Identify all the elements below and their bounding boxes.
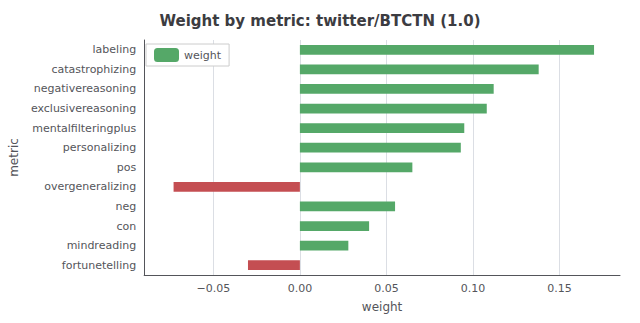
- svg-text:labeling: labeling: [93, 43, 137, 56]
- svg-text:exclusivereasoning: exclusivereasoning: [31, 102, 136, 115]
- svg-text:0.05: 0.05: [374, 282, 399, 295]
- svg-text:neg: neg: [115, 200, 136, 213]
- svg-text:metric: metric: [7, 138, 21, 177]
- svg-text:0.15: 0.15: [547, 282, 572, 295]
- svg-text:mindreading: mindreading: [67, 239, 137, 252]
- svg-text:con: con: [116, 220, 136, 233]
- svg-text:overgeneralizing: overgeneralizing: [44, 180, 136, 193]
- svg-text:weight: weight: [184, 49, 222, 62]
- svg-text:0.00: 0.00: [288, 282, 313, 295]
- svg-text:−0.05: −0.05: [197, 282, 231, 295]
- svg-text:negativereasoning: negativereasoning: [34, 82, 136, 95]
- svg-text:fortunetelling: fortunetelling: [62, 259, 136, 272]
- svg-text:personalizing: personalizing: [63, 141, 136, 154]
- svg-text:weight: weight: [362, 300, 403, 314]
- svg-text:0.10: 0.10: [461, 282, 486, 295]
- svg-text:pos: pos: [117, 161, 137, 174]
- svg-text:catastrophizing: catastrophizing: [51, 63, 136, 76]
- svg-text:Weight by metric: twitter/BTCT: Weight by metric: twitter/BTCTN (1.0): [159, 12, 480, 30]
- svg-text:mentalfilteringplus: mentalfilteringplus: [32, 122, 136, 135]
